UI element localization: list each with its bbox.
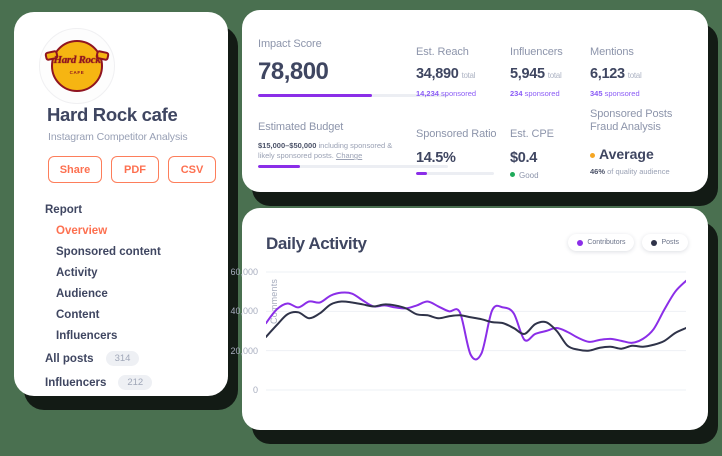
profile-card: Hard Rock CAFE Hard Rock cafe Instagram …	[14, 12, 228, 396]
status-dot-average-icon	[590, 153, 595, 158]
influencers-value-row: 5,945 total	[510, 66, 562, 82]
logo-script-text: Hard Rock	[53, 54, 101, 66]
page-title: Hard Rock cafe	[47, 104, 178, 125]
legend-item-contributors[interactable]: Contributors	[568, 234, 635, 251]
sidebar-item-all-posts-label: All posts	[45, 352, 94, 365]
influencers-value: 5,945	[510, 66, 545, 82]
mentions-sub-value: 345	[590, 89, 603, 98]
sidebar-item-content[interactable]: Content	[56, 309, 100, 321]
estimated-budget-change-link[interactable]: Change	[335, 151, 363, 160]
export-button-group: Share PDF CSV	[48, 156, 216, 183]
influencers-sub-unit: sponsored	[524, 89, 560, 98]
estimated-budget-note: including sponsored & likely sponsored p…	[258, 141, 393, 160]
nav-section-report: Report	[45, 204, 83, 216]
est-reach-value: 34,890	[416, 66, 459, 82]
estimated-budget-range: $15,000–$50,000	[258, 141, 317, 150]
pdf-button[interactable]: PDF	[111, 156, 159, 183]
sidebar-item-influencers-count-row[interactable]: Influencers 212	[45, 375, 220, 390]
est-reach-label: Est. Reach	[416, 46, 469, 58]
est-cpe-label: Est. CPE	[510, 128, 554, 140]
sidebar-item-influencers[interactable]: Influencers	[56, 330, 118, 342]
legend-label-posts: Posts	[661, 239, 679, 246]
impact-score-value: 78,800	[258, 58, 329, 85]
sidebar-nav: Report Overview Sponsored content Activi…	[45, 204, 220, 399]
chart-line-contributors	[265, 279, 687, 361]
mentions-sub-unit: sponsored	[604, 89, 640, 98]
fraud-analysis-status: Average	[590, 146, 654, 162]
metrics-card: Impact Score 78,800 Est. Reach 34,890 tot…	[242, 10, 708, 192]
est-cpe-status-label: Good	[519, 171, 539, 180]
impact-score-label: Impact Score	[258, 38, 322, 50]
chart-y-tick: 20,000	[230, 345, 258, 356]
estimated-budget-progress	[258, 165, 448, 168]
hard-rock-cafe-logo-icon: Hard Rock CAFE	[44, 40, 110, 92]
legend-dot-contributors-icon	[577, 239, 584, 246]
chart-y-tick: 40,000	[230, 306, 258, 317]
sidebar-item-overview[interactable]: Overview	[56, 225, 108, 237]
mentions-value: 6,123	[590, 66, 625, 82]
est-reach-sub-unit: sponsored	[441, 89, 477, 98]
logo-sub-text: CAFE	[69, 70, 85, 75]
daily-activity-card: Daily Activity Contributors Posts Commen…	[230, 208, 708, 430]
chart-title: Daily Activity	[266, 234, 367, 253]
influencers-sub-value: 234	[510, 89, 523, 98]
legend-item-posts[interactable]: Posts	[642, 234, 688, 251]
sidebar-item-sponsored-content[interactable]: Sponsored content	[56, 246, 161, 258]
legend-dot-posts-icon	[651, 239, 658, 246]
sidebar-item-all-posts[interactable]: All posts 314	[45, 351, 220, 366]
sponsored-ratio-label: Sponsored Ratio	[416, 128, 497, 140]
estimated-budget-label: Estimated Budget	[258, 121, 344, 133]
fraud-analysis-label-line2: Fraud Analysis	[590, 121, 661, 133]
est-reach-value-row: 34,890 total	[416, 66, 475, 82]
chart-legend: Contributors Posts	[568, 234, 688, 251]
fraud-analysis-note-value: 46%	[590, 167, 606, 176]
est-reach-sub-value: 14,234	[416, 89, 439, 98]
legend-label-contributors: Contributors	[587, 239, 626, 246]
influencers-label: Influencers	[510, 46, 563, 58]
sidebar-item-audience[interactable]: Audience	[56, 288, 108, 300]
brand-avatar: Hard Rock CAFE	[39, 28, 115, 104]
page-subtitle: Instagram Competitor Analysis	[48, 131, 188, 143]
chart-plot-area: 0 20,000 40,000 60,000	[230, 266, 687, 414]
share-button[interactable]: Share	[48, 156, 102, 183]
sidebar-item-all-posts-count: 314	[105, 351, 140, 366]
sponsored-ratio-progress	[416, 172, 494, 175]
est-cpe-status: Good	[510, 171, 539, 180]
daily-activity-line-chart	[265, 271, 687, 391]
sidebar-item-influencers-label: Influencers	[45, 376, 107, 389]
est-reach-unit: total	[461, 71, 476, 80]
chart-line-posts	[265, 300, 687, 352]
chart-y-tick: 0	[252, 385, 258, 395]
fraud-analysis-note-rest: of quality audience	[605, 167, 670, 176]
status-dot-good-icon	[510, 172, 515, 177]
csv-button[interactable]: CSV	[168, 156, 216, 183]
fraud-analysis-label-line1: Sponsored Posts	[590, 108, 673, 120]
est-cpe-value: $0.4	[510, 150, 538, 166]
fraud-analysis-status-label: Average	[599, 146, 654, 162]
impact-score-progress	[258, 94, 448, 97]
est-reach-sub-row: 14,234 sponsored	[416, 89, 476, 98]
sponsored-ratio-value: 14.5%	[416, 150, 456, 166]
influencers-unit: total	[547, 71, 562, 80]
sidebar-item-influencers-count: 212	[118, 375, 153, 390]
sidebar-item-activity[interactable]: Activity	[56, 267, 98, 279]
mentions-value-row: 6,123 total	[590, 66, 642, 82]
mentions-sub-row: 345 sponsored	[590, 89, 640, 98]
fraud-analysis-note: 46% of quality audience	[590, 167, 670, 176]
mentions-label: Mentions	[590, 46, 634, 58]
influencers-sub-row: 234 sponsored	[510, 89, 560, 98]
mentions-unit: total	[627, 71, 642, 80]
chart-y-tick: 60,000	[230, 267, 258, 277]
estimated-budget-detail: $15,000–$50,000 including sponsored & li…	[258, 141, 408, 161]
